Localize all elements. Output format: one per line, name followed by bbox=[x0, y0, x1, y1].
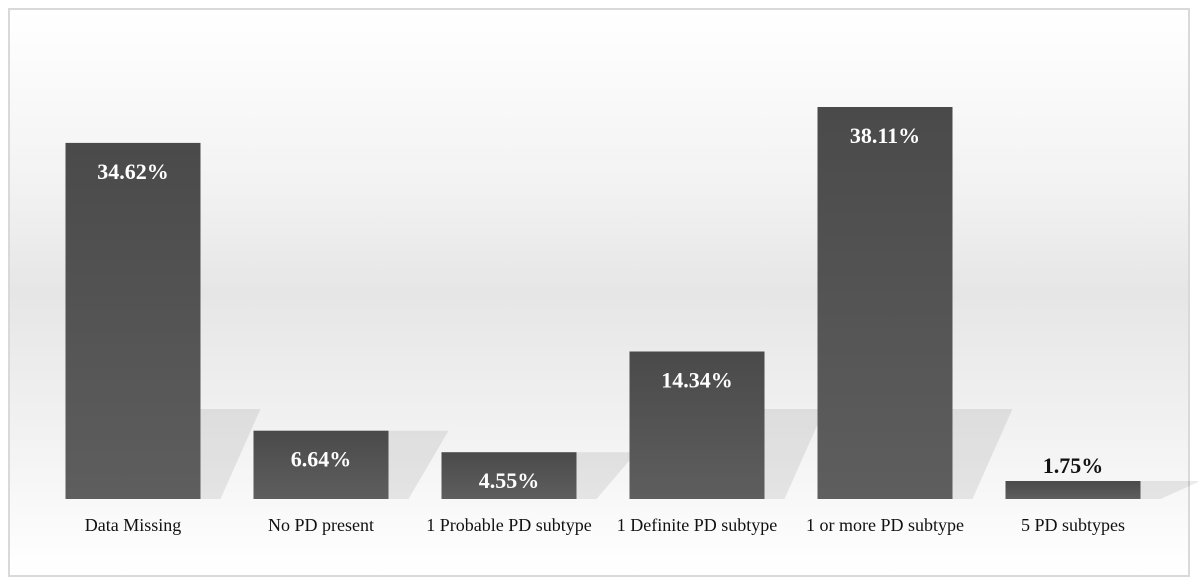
x-tick-label: 1 Probable PD subtype bbox=[426, 515, 592, 535]
value-label: 34.62% bbox=[97, 159, 169, 184]
chart-frame bbox=[8, 8, 1190, 577]
x-tick-label: No PD present bbox=[268, 515, 374, 535]
x-tick-label: 1 or more PD subtype bbox=[806, 515, 964, 535]
bar bbox=[253, 430, 389, 499]
x-tick-label: 5 PD subtypes bbox=[1020, 515, 1125, 535]
value-label: 1.75% bbox=[1043, 453, 1104, 478]
bar bbox=[817, 107, 953, 499]
value-label: 4.55% bbox=[479, 468, 540, 493]
value-label: 6.64% bbox=[291, 447, 352, 472]
bar-shadow bbox=[576, 452, 637, 499]
bar bbox=[65, 142, 201, 499]
bar bbox=[441, 452, 577, 499]
x-tick-label: 1 Definite PD subtype bbox=[616, 515, 778, 535]
bar-shadow bbox=[388, 430, 449, 499]
bar bbox=[1005, 480, 1141, 499]
value-label: 38.11% bbox=[850, 123, 920, 148]
bar bbox=[629, 351, 765, 499]
value-label: 14.34% bbox=[661, 367, 733, 392]
x-tick-label: Data Missing bbox=[84, 515, 182, 535]
bar-shadow bbox=[952, 409, 1013, 499]
bar-shadow bbox=[1140, 480, 1198, 499]
bar-shadow bbox=[764, 409, 825, 499]
bar-shadow bbox=[200, 409, 261, 499]
